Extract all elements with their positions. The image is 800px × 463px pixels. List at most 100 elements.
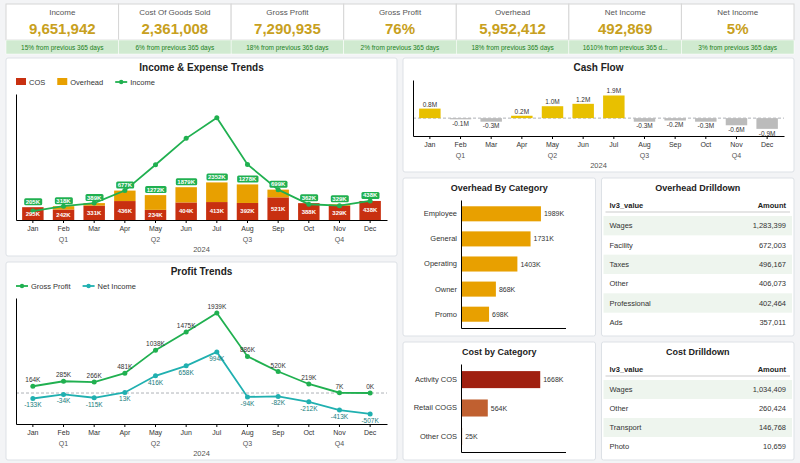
x-tick-mark	[247, 424, 248, 427]
x-tick: Dec	[761, 136, 774, 148]
x-tick: Dec	[364, 424, 377, 436]
plot-marks	[419, 95, 778, 128]
marker	[245, 354, 250, 359]
x-tick-mark	[124, 220, 125, 223]
x-tick-label: May	[149, 429, 163, 437]
data-label: -133K	[24, 401, 42, 408]
kpi-subtext: 18% from previous 365 days	[246, 44, 329, 52]
data-label: 886K	[240, 346, 256, 353]
y-axis-line	[413, 81, 414, 137]
x-tick-mark	[736, 136, 737, 139]
x-tick: Apr	[119, 424, 131, 437]
data-label-box	[145, 186, 166, 193]
marker	[92, 201, 97, 206]
group-label: Q2	[548, 152, 557, 160]
y-axis-line	[16, 95, 17, 221]
x-tick-mark	[186, 220, 187, 223]
data-label: 2352K	[208, 174, 226, 180]
x-tick-label: Sep	[669, 141, 682, 149]
table-row-bg	[604, 216, 793, 235]
data-label-group: 699K	[269, 181, 287, 188]
marker	[122, 188, 127, 193]
x-tick: Sep	[272, 220, 285, 233]
data-label: 205K	[26, 199, 41, 205]
y-axis-line	[461, 365, 462, 453]
plot-marks	[30, 310, 372, 416]
group-label: Q1	[59, 236, 68, 244]
x-tick: May	[149, 220, 163, 233]
table-cell-value: 672,003	[759, 241, 786, 250]
legend: Gross ProfitNet Income	[16, 282, 136, 291]
table-cell-label: Other	[610, 279, 629, 288]
kpi-label: Cost Of Goods Sold	[139, 8, 210, 17]
x-tick-mark	[94, 424, 95, 427]
x-tick-mark	[521, 136, 522, 139]
x-tick: Dec	[364, 220, 377, 232]
x-tick-mark	[216, 424, 217, 427]
x-tick-label: Oct	[700, 141, 711, 148]
bar	[114, 201, 135, 220]
data-label-group: 389K	[86, 194, 104, 201]
table-cell-value: 260,424	[759, 404, 786, 413]
bar	[83, 206, 104, 220]
x-axis-title: 2024	[193, 245, 210, 254]
chart: Cost by Category1668K564K25KActivity COS…	[403, 342, 596, 460]
x-tick: Feb	[57, 424, 69, 436]
data-label: 564K	[491, 405, 508, 412]
marker	[153, 162, 158, 167]
group-label: Q2	[151, 236, 160, 244]
kpi-subtext: 2% from previous 365 days	[361, 44, 441, 52]
x-tick-mark	[124, 424, 125, 427]
x-tick-mark	[63, 424, 64, 427]
data-label: -0.3M	[698, 122, 715, 129]
marker	[368, 391, 373, 396]
x-tick-label: Dec	[761, 141, 774, 148]
bar	[267, 197, 288, 220]
kpi-tile	[344, 4, 457, 40]
x-tick: Apr	[119, 220, 131, 233]
y-tick: General	[430, 234, 461, 243]
x-tick-label: Jul	[212, 429, 221, 436]
table: Overhead Drilldownlv3_valueAmountWages1,…	[602, 178, 795, 336]
marker	[276, 187, 281, 192]
table-rule	[606, 376, 791, 377]
x-tick-label: Oct	[303, 225, 314, 232]
data-label: 438K	[363, 192, 378, 198]
data-label-box	[206, 173, 227, 180]
bar	[145, 195, 166, 210]
chart-title: Cost by Category	[462, 347, 537, 357]
kpi-subtext: 18% from previous 365 days	[471, 44, 554, 52]
kpi-row: Income9,651,94215% from previous 365 day…	[6, 4, 794, 54]
x-tick-mark	[552, 136, 553, 139]
x-tick: Aug	[241, 220, 254, 233]
line	[33, 313, 370, 393]
data-label: -0.2M	[667, 121, 684, 128]
chart-title: Cash Flow	[573, 62, 623, 73]
x-tick-label: Mar	[485, 141, 498, 148]
kpi-subtext-bg	[681, 40, 794, 54]
y-tick: Activity COS	[415, 375, 461, 384]
marker	[61, 204, 66, 209]
data-label-box	[331, 195, 349, 202]
x-axis-line	[17, 424, 388, 425]
kpi-tile	[456, 4, 569, 40]
x-tick-mark	[339, 424, 340, 427]
chart-title: Overhead By Category	[451, 183, 548, 193]
data-label: 0.8M	[423, 101, 437, 108]
data-label: 1.9M	[607, 87, 621, 94]
bar	[542, 106, 563, 118]
marker	[368, 411, 373, 416]
marker	[214, 310, 219, 315]
data-label: 329K	[332, 196, 347, 202]
group-label: Q2	[151, 440, 160, 448]
x-tick-mark	[94, 220, 95, 223]
table-cell-value: 496,167	[759, 260, 786, 269]
x-tick: Oct	[303, 424, 314, 436]
kpi-subtext-bg	[119, 40, 232, 54]
table-header: lv3_value	[610, 201, 644, 210]
x-tick-label: Apr	[119, 225, 131, 233]
x-tick: Jul	[212, 220, 221, 232]
bar	[603, 95, 624, 118]
bar	[175, 187, 196, 202]
data-label: 219K	[301, 374, 317, 381]
